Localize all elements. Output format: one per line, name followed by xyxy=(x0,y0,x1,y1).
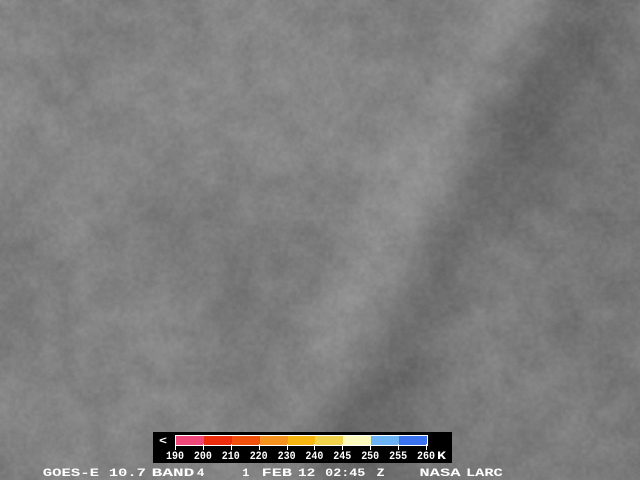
svg-text:12: 12 xyxy=(298,468,315,480)
svg-text:NASA: NASA xyxy=(419,468,461,480)
svg-text:FEB: FEB xyxy=(262,468,293,480)
svg-text:LARC: LARC xyxy=(466,468,503,480)
svg-text:Z: Z xyxy=(377,468,385,480)
svg-text:250: 250 xyxy=(361,451,379,463)
svg-text:230: 230 xyxy=(278,451,296,463)
svg-text:260: 260 xyxy=(417,451,435,463)
svg-text:GOES-E: GOES-E xyxy=(43,468,100,480)
svg-text:220: 220 xyxy=(250,451,268,463)
svg-text:255: 255 xyxy=(389,451,407,463)
svg-text:245: 245 xyxy=(333,451,351,463)
svg-text:<: < xyxy=(159,436,167,448)
svg-text:210: 210 xyxy=(222,451,240,463)
svg-text:1: 1 xyxy=(242,468,250,480)
svg-text:K: K xyxy=(437,451,447,463)
svg-text:200: 200 xyxy=(194,451,212,463)
svg-text:4: 4 xyxy=(197,468,205,480)
svg-text:240: 240 xyxy=(305,451,323,463)
svg-text:02:45: 02:45 xyxy=(325,468,366,480)
svg-text:10.7: 10.7 xyxy=(109,468,146,480)
svg-text:190: 190 xyxy=(166,451,184,463)
svg-text:BAND: BAND xyxy=(152,468,195,480)
